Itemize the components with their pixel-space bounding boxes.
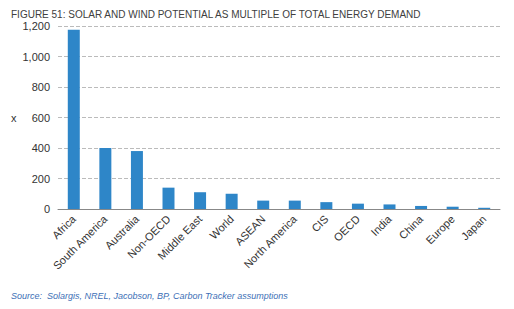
- svg-text:Africa: Africa: [50, 212, 79, 241]
- svg-text:1,000: 1,000: [22, 51, 50, 63]
- svg-text:India: India: [368, 212, 394, 238]
- svg-text:Japan: Japan: [459, 213, 489, 243]
- svg-text:Australia: Australia: [102, 212, 142, 252]
- svg-text:FIGURE 51: SOLAR AND WIND POTE: FIGURE 51: SOLAR AND WIND POTENTIAL AS M…: [11, 9, 421, 20]
- svg-text:World: World: [207, 213, 236, 242]
- svg-text:South America: South America: [51, 212, 111, 272]
- svg-text:Europe: Europe: [423, 213, 457, 247]
- svg-text:Middle East: Middle East: [155, 213, 204, 262]
- svg-text:Source: Solargis, NREL, Jacob: Source: Solargis, NREL, Jacobson, BP, Ca…: [11, 291, 288, 301]
- svg-text:ASEAN: ASEAN: [232, 212, 268, 248]
- svg-text:China: China: [397, 212, 426, 241]
- svg-text:400: 400: [32, 142, 50, 154]
- svg-text:200: 200: [32, 173, 50, 185]
- svg-text:x: x: [11, 112, 17, 124]
- svg-text:CIS: CIS: [309, 213, 330, 234]
- svg-text:0: 0: [44, 203, 50, 215]
- svg-text:Non-OECD: Non-OECD: [125, 212, 173, 261]
- svg-text:North America: North America: [241, 212, 299, 270]
- svg-text:1,200: 1,200: [22, 20, 50, 32]
- svg-text:600: 600: [32, 112, 50, 124]
- svg-text:800: 800: [32, 81, 50, 93]
- svg-text:OECD: OECD: [331, 213, 362, 244]
